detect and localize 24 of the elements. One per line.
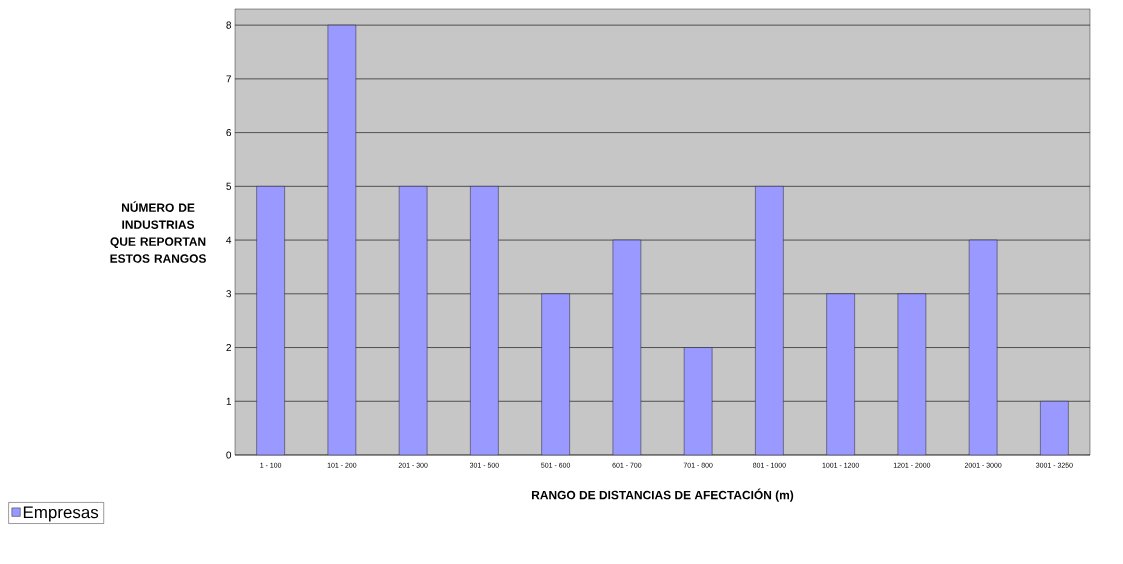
bar	[256, 186, 285, 455]
legend-label: Empresas	[23, 506, 99, 522]
bar	[398, 186, 428, 455]
y-tick-label: 4	[226, 236, 232, 244]
y-tick-label: 3	[226, 290, 232, 298]
y-tick-label: 6	[226, 129, 232, 137]
y-tick-label: 0	[226, 451, 232, 459]
bar	[470, 186, 499, 455]
bar	[897, 293, 927, 455]
bar	[755, 186, 784, 455]
bar	[327, 24, 357, 455]
bar	[683, 347, 713, 455]
bar	[1040, 401, 1069, 455]
x-axis-title: RANGO DE DISTANCIAS DE AFECTACIÓN (m)	[532, 488, 794, 502]
bar	[826, 293, 855, 455]
bar	[968, 239, 998, 455]
bar	[612, 239, 642, 455]
y-tick-label: 2	[226, 344, 231, 352]
bar	[541, 293, 570, 455]
y-tick-label: 1	[226, 397, 231, 405]
y-tick-label: 7	[226, 75, 231, 83]
y-tick-label: 8	[226, 21, 232, 29]
y-axis-title: NÚMERO DE INDUSTRIAS QUE REPORTAN ESTOS RANGOS	[110, 201, 206, 263]
y-tick-label: 5	[226, 182, 232, 190]
